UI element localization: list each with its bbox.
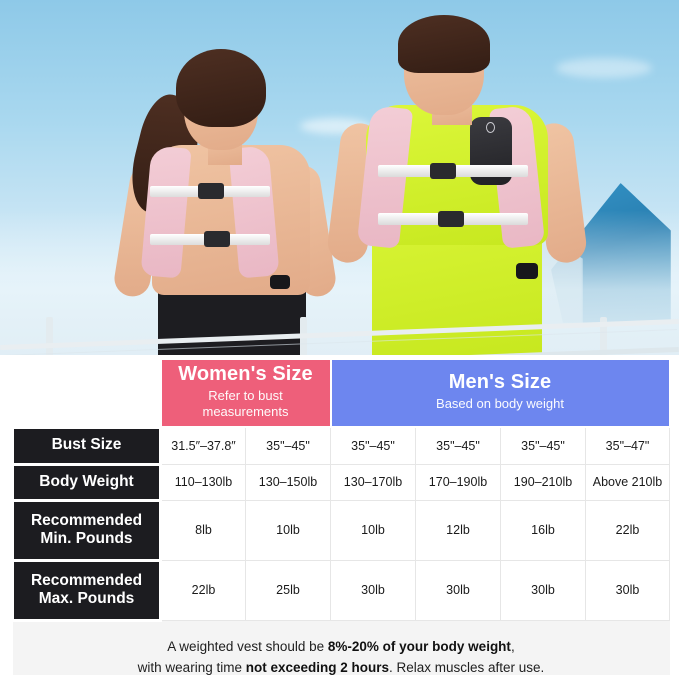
table-row: Bust Size 31.5″–37.8″ 35"–45" 35"–45" 35… xyxy=(11,425,670,466)
footnote-highlight-percent: 8%-20% of your body weight xyxy=(327,638,511,654)
header-row: Women's Size Refer to bust measurements … xyxy=(12,357,671,429)
table-cell: 35"–45" xyxy=(330,426,416,465)
footnote-line-1-a: A weighted vest should be xyxy=(167,638,328,654)
size-table-container: Women's Size Refer to bust measurements … xyxy=(11,357,671,675)
footnote-highlight-duration: not exceeding 2 hours xyxy=(245,660,389,675)
footnote-line-1: A weighted vest should be 8%-20% of your… xyxy=(23,636,660,658)
man-vest-upper-buckle xyxy=(430,163,456,179)
table-cell: 10lb xyxy=(245,499,331,561)
table-cell: 16lb xyxy=(500,499,586,561)
row-label-line-1: Recommended xyxy=(30,511,143,529)
cloud-icon xyxy=(556,58,652,78)
table-header: Women's Size Refer to bust measurements … xyxy=(12,357,671,429)
row-label-line-2: Max. Pounds xyxy=(38,590,135,608)
row-label-line-1: Recommended xyxy=(30,571,143,589)
pouch-logo-icon xyxy=(486,122,495,133)
womens-size-header: Women's Size Refer to bust measurements xyxy=(159,357,332,429)
row-label-bust-size: Bust Size xyxy=(11,425,162,466)
table-cell: 170–190lb xyxy=(415,463,501,501)
table-cell: 130–170lb xyxy=(330,463,416,501)
table-row: Recommended Min. Pounds 8lb 10lb 10lb 12… xyxy=(11,498,670,562)
footnote-note: A weighted vest should be 8%-20% of your… xyxy=(12,620,670,675)
table-cell: 30lb xyxy=(415,559,501,621)
table-cell: 22lb xyxy=(160,559,246,621)
hero-product-photo xyxy=(0,0,679,355)
woman-wristwatch xyxy=(270,275,290,289)
row-label-body-weight: Body Weight xyxy=(11,462,162,502)
mens-size-title: Men's Size xyxy=(448,371,552,394)
woman-hair xyxy=(176,49,266,127)
mens-size-subtitle: Based on body weight xyxy=(436,395,564,411)
woman-vest-upper-buckle xyxy=(198,183,224,199)
mens-size-header: Men's Size Based on body weight xyxy=(329,357,671,429)
table-cell: 25lb xyxy=(245,559,331,621)
woman-vest-lower-buckle xyxy=(204,231,230,247)
railing-post xyxy=(600,317,607,355)
table-cell: 110–130lb xyxy=(160,463,246,501)
table-cell: 190–210lb xyxy=(500,463,586,501)
table-cell: 30lb xyxy=(585,559,670,621)
table-cell: 30lb xyxy=(500,559,586,621)
table-cell: 35"–45" xyxy=(245,426,331,465)
table-cell: 12lb xyxy=(415,499,501,561)
row-label-line-2: Min. Pounds xyxy=(40,530,133,548)
size-chart-table: Women's Size Refer to bust measurements … xyxy=(11,357,671,675)
footnote-line-2-a: with wearing time xyxy=(137,660,246,675)
table-cell: 22lb xyxy=(585,499,670,561)
table-cell: 8lb xyxy=(160,499,246,561)
table-cell: 10lb xyxy=(330,499,416,561)
table-row: Body Weight 110–130lb 130–150lb 130–170l… xyxy=(11,462,670,502)
womens-size-title: Women's Size xyxy=(178,363,313,385)
table-cell: 35"–45" xyxy=(500,426,586,465)
table-cell: 130–150lb xyxy=(245,463,331,501)
table-cell: 35"–47" xyxy=(585,426,670,465)
table-row: Recommended Max. Pounds 22lb 25lb 30lb 3… xyxy=(11,558,670,622)
header-corner-spacer xyxy=(12,359,161,428)
railing-post xyxy=(46,317,53,355)
table-cell: 30lb xyxy=(330,559,416,621)
man-wristwatch xyxy=(516,263,538,279)
footnote-line-2: with wearing time not exceeding 2 hours.… xyxy=(23,657,660,675)
man-hair xyxy=(398,15,490,73)
row-label-recommended-max: Recommended Max. Pounds xyxy=(11,558,162,622)
row-label-recommended-min: Recommended Min. Pounds xyxy=(11,498,162,562)
table-cell: 31.5″–37.8″ xyxy=(160,426,246,465)
table-cell: Above 210lb xyxy=(585,463,670,501)
footnote-row: A weighted vest should be 8%-20% of your… xyxy=(12,620,670,675)
footnote-line-2-c: . Relax muscles after use. xyxy=(389,660,545,675)
footnote-line-1-c: , xyxy=(510,638,515,654)
womens-size-subtitle: Refer to bust measurements xyxy=(202,387,289,419)
table-body: Bust Size 31.5″–37.8″ 35"–45" 35"–45" 35… xyxy=(11,425,670,675)
man-vest-lower-buckle xyxy=(438,211,464,227)
table-cell: 35"–45" xyxy=(415,426,501,465)
